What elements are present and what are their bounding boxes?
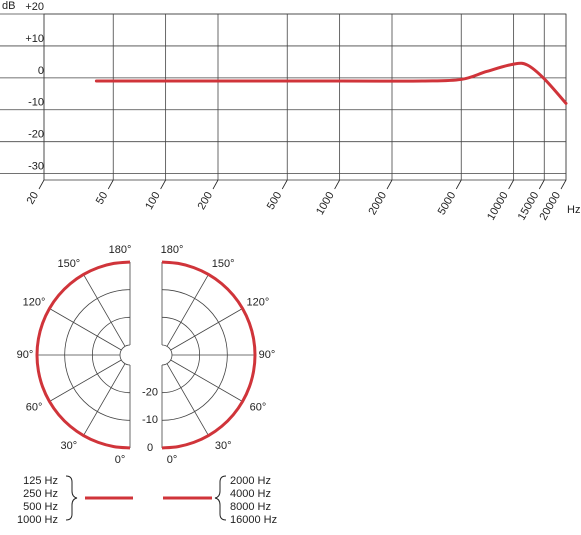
angle-label: 0° (115, 454, 126, 466)
x-tick-label: 200 (196, 190, 216, 212)
y-tick-label: -30 (28, 161, 44, 173)
legend-label: 1000 Hz (17, 514, 58, 526)
y-tick-label: -10 (28, 97, 44, 109)
angle-label: 120° (23, 296, 46, 308)
angle-label: 90° (17, 349, 34, 361)
x-tick-label: 1000 (314, 190, 337, 217)
angle-label: 120° (247, 296, 270, 308)
angle-label: 0° (167, 454, 178, 466)
x-tick-label: 100 (143, 190, 163, 212)
polar-line (161, 260, 257, 450)
spoke (166, 363, 209, 436)
ring-label: -20 (142, 387, 158, 399)
x-tick (334, 179, 340, 190)
spoke (83, 363, 126, 436)
y-tick-label: 0 (38, 65, 44, 77)
spoke (170, 359, 243, 402)
y-tick-label: +10 (25, 33, 44, 45)
angle-label: 60° (250, 401, 267, 413)
x-tick (107, 179, 114, 190)
x-tick-label: 500 (265, 190, 285, 212)
y-tick-label: -20 (28, 129, 44, 141)
x-tick (508, 179, 514, 190)
x-tick (212, 179, 219, 190)
ring (119, 344, 131, 366)
legend-label: 2000 Hz (230, 475, 271, 487)
spoke (49, 359, 122, 402)
angle-label: 90° (259, 349, 276, 361)
angle-label: 30° (61, 440, 78, 452)
y-axis-label: dB (2, 0, 15, 12)
bracket (214, 475, 227, 521)
ring-label: 0 (147, 442, 153, 454)
legend-label: 8000 Hz (230, 501, 271, 513)
x-tick (38, 179, 45, 190)
x-tick (386, 179, 393, 190)
x-tick-label: 50 (94, 190, 111, 207)
angle-label: 180° (109, 244, 132, 256)
x-tick (560, 179, 567, 190)
x-tick (455, 179, 462, 190)
x-tick (538, 179, 545, 190)
legend-label: 16000 Hz (230, 514, 277, 526)
legend-label: 125 Hz (23, 475, 58, 487)
angle-label: 60° (26, 401, 43, 413)
polar-line (35, 260, 131, 450)
spoke (166, 274, 209, 347)
y-tick-label: +20 (25, 1, 44, 13)
x-tick-label: 20 (25, 190, 42, 207)
spoke (83, 274, 126, 347)
bracket (65, 475, 78, 521)
response-line (94, 61, 568, 105)
spoke (170, 308, 243, 351)
x-tick (160, 179, 166, 190)
angle-label: 30° (215, 440, 232, 452)
x-tick-label: 10000 (485, 190, 511, 222)
legend-label: 500 Hz (23, 501, 58, 513)
legend-label: 4000 Hz (230, 488, 271, 500)
x-axis-label: Hz (567, 204, 580, 216)
angle-label: 180° (161, 244, 184, 256)
ring-label: -10 (142, 414, 158, 426)
x-tick-label: 5000 (436, 190, 459, 217)
angle-label: 150° (57, 258, 80, 270)
x-tick-label: 2000 (366, 190, 389, 217)
x-tick (281, 179, 288, 190)
angle-label: 150° (212, 258, 235, 270)
legend-label: 250 Hz (23, 488, 58, 500)
spoke (49, 308, 122, 351)
ring (161, 344, 173, 366)
x-tick-label: 20000 (537, 190, 563, 222)
plot-frame (43, 13, 567, 181)
